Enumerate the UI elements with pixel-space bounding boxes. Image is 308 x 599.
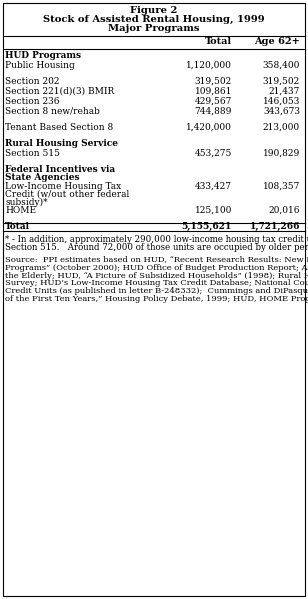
Text: 109,861: 109,861 bbox=[195, 87, 232, 96]
Text: 358,400: 358,400 bbox=[263, 61, 300, 70]
Text: Credit Units (as published in letter B-248332);  Cummings and DiPasquale, “The L: Credit Units (as published in letter B-2… bbox=[5, 287, 308, 295]
Text: Major Programs: Major Programs bbox=[108, 24, 200, 33]
Text: Federal Incentives via: Federal Incentives via bbox=[5, 165, 115, 174]
Text: 1,721,266: 1,721,266 bbox=[249, 222, 300, 231]
Text: 146,053: 146,053 bbox=[263, 97, 300, 106]
Text: Stock of Assisted Rental Housing, 1999: Stock of Assisted Rental Housing, 1999 bbox=[43, 15, 265, 24]
Text: Section 8 new/rehab: Section 8 new/rehab bbox=[5, 107, 100, 116]
Text: Credit (w/out other federal: Credit (w/out other federal bbox=[5, 190, 129, 199]
Text: 429,567: 429,567 bbox=[195, 97, 232, 106]
Text: Survey; HUD’s Low-Income Housing Tax Credit Database; National Council of State : Survey; HUD’s Low-Income Housing Tax Cre… bbox=[5, 279, 308, 288]
Text: 1,120,000: 1,120,000 bbox=[186, 61, 232, 70]
Text: 21,437: 21,437 bbox=[269, 87, 300, 96]
Text: 1,420,000: 1,420,000 bbox=[186, 123, 232, 132]
Text: 433,427: 433,427 bbox=[195, 182, 232, 191]
Text: Section 221(d)(3) BMIR: Section 221(d)(3) BMIR bbox=[5, 87, 114, 96]
Text: 213,000: 213,000 bbox=[263, 123, 300, 132]
Text: Rural Housing Service: Rural Housing Service bbox=[5, 139, 118, 148]
Text: 5,155,621: 5,155,621 bbox=[182, 222, 232, 231]
Text: 108,357: 108,357 bbox=[263, 182, 300, 191]
Text: Source:  PPI estimates based on HUD, “Recent Research Results: New Facts About H: Source: PPI estimates based on HUD, “Rec… bbox=[5, 256, 308, 264]
Text: 20,016: 20,016 bbox=[269, 206, 300, 215]
Text: 319,502: 319,502 bbox=[263, 77, 300, 86]
Text: 343,673: 343,673 bbox=[263, 107, 300, 116]
Text: the Elderly; HUD, “A Picture of Subsidized Households” (1998); Rural Housing Ser: the Elderly; HUD, “A Picture of Subsidiz… bbox=[5, 271, 308, 280]
Text: Section 236: Section 236 bbox=[5, 97, 59, 106]
Text: Age 62+: Age 62+ bbox=[254, 37, 300, 46]
Text: subsidy)*: subsidy)* bbox=[5, 198, 48, 207]
Text: Section 202: Section 202 bbox=[5, 77, 59, 86]
Text: State Agencies: State Agencies bbox=[5, 173, 79, 182]
Text: 319,502: 319,502 bbox=[195, 77, 232, 86]
Text: 744,889: 744,889 bbox=[195, 107, 232, 116]
Text: HOME: HOME bbox=[5, 206, 36, 215]
Text: Figure 2: Figure 2 bbox=[130, 6, 178, 15]
Text: of the First Ten Years,” Housing Policy Debate, 1999; HUD, HOME Program Data, Q4: of the First Ten Years,” Housing Policy … bbox=[5, 295, 308, 303]
Text: Public Housing: Public Housing bbox=[5, 61, 75, 70]
Text: Low-Income Housing Tax: Low-Income Housing Tax bbox=[5, 182, 121, 191]
Text: Total: Total bbox=[205, 37, 232, 46]
Text: Section 515.   Around 72,000 of those units are occupied by older persons.: Section 515. Around 72,000 of those unit… bbox=[5, 243, 308, 252]
Text: Tenant Based Section 8: Tenant Based Section 8 bbox=[5, 123, 113, 132]
Text: 125,100: 125,100 bbox=[195, 206, 232, 215]
Text: 453,275: 453,275 bbox=[195, 149, 232, 158]
Text: HUD Programs: HUD Programs bbox=[5, 51, 81, 60]
Text: * - In addition, approximately 290,000 low-income housing tax credit units are a: * - In addition, approximately 290,000 l… bbox=[5, 235, 308, 244]
Text: Total: Total bbox=[5, 222, 30, 231]
Text: Programs” (October 2000); HUD Office of Budget Production Report; AARP 1999 Nati: Programs” (October 2000); HUD Office of … bbox=[5, 264, 308, 272]
Text: 190,829: 190,829 bbox=[263, 149, 300, 158]
Text: Section 515: Section 515 bbox=[5, 149, 60, 158]
